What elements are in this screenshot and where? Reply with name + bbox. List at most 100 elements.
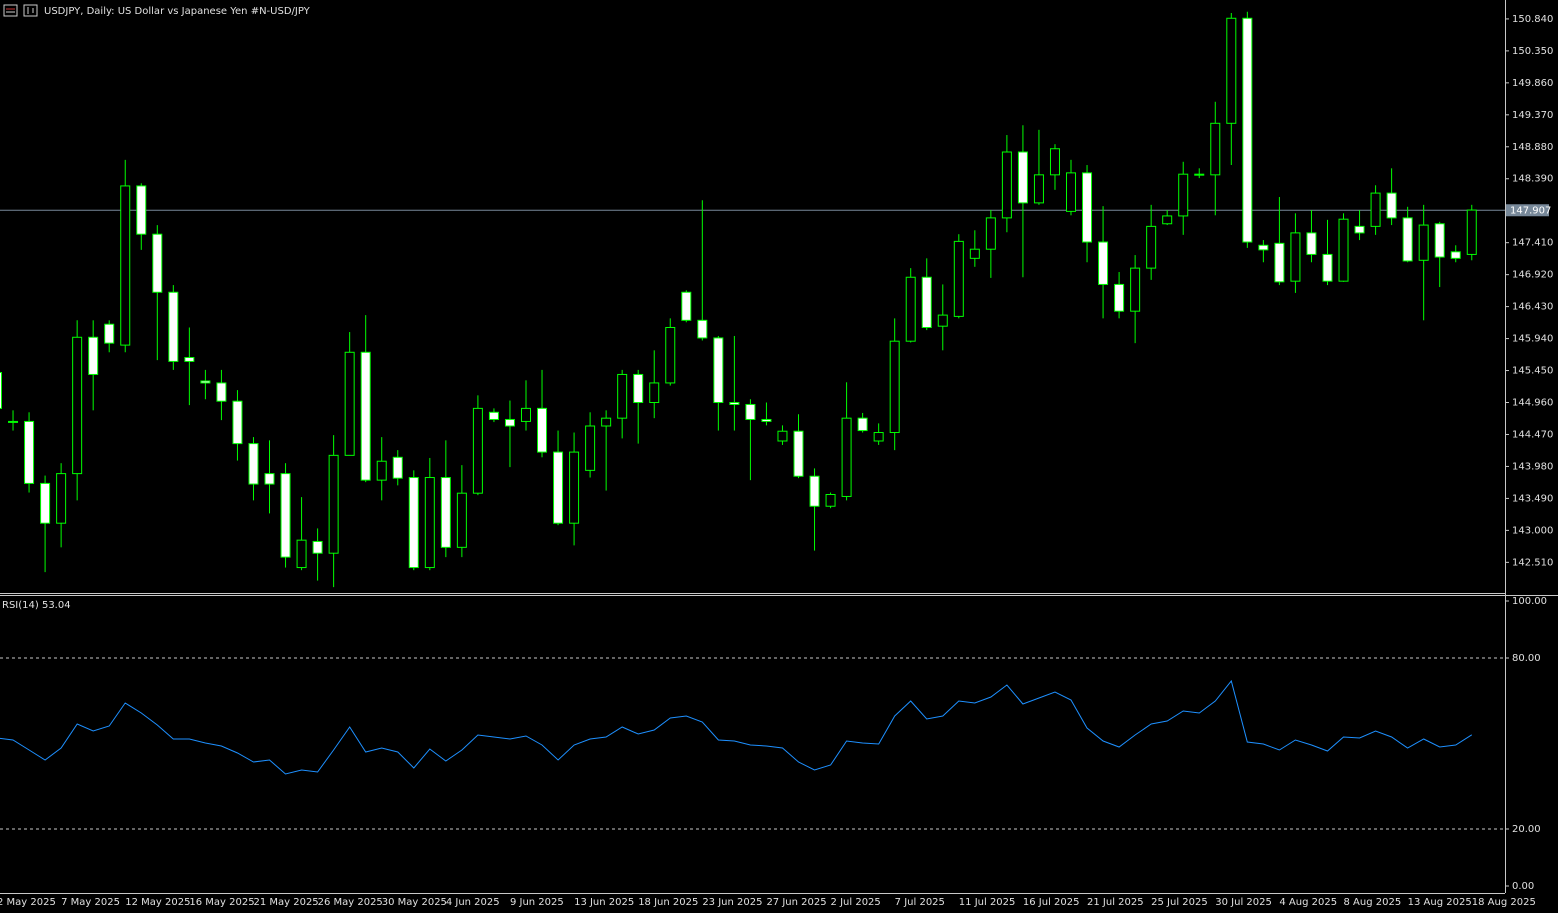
candle-body bbox=[793, 430, 804, 477]
x-tick-label: 13 Aug 2025 bbox=[1408, 897, 1472, 908]
x-tick-label: 7 May 2025 bbox=[61, 897, 120, 908]
candle-body bbox=[488, 411, 499, 420]
candle-body bbox=[200, 380, 211, 384]
candle-body bbox=[809, 475, 820, 507]
x-tick-label: 16 Jul 2025 bbox=[1023, 897, 1080, 908]
x-tick-label: 4 Jun 2025 bbox=[446, 897, 500, 908]
candle-body bbox=[1306, 232, 1317, 255]
candle-body bbox=[1242, 17, 1253, 243]
candle-body bbox=[985, 217, 996, 250]
x-tick-label: 23 Jun 2025 bbox=[702, 897, 762, 908]
candle-body bbox=[40, 482, 51, 524]
candle-body bbox=[969, 248, 980, 259]
y-tick-label: 147.410 bbox=[1512, 238, 1553, 249]
candle-body bbox=[344, 351, 355, 456]
candle-body bbox=[665, 326, 676, 384]
x-tick-label: 4 Aug 2025 bbox=[1279, 897, 1337, 908]
candle-body bbox=[761, 418, 772, 422]
x-tick-label: 9 Jun 2025 bbox=[510, 897, 564, 908]
candle-body bbox=[0, 372, 2, 409]
candle-body bbox=[472, 407, 483, 494]
candle-body bbox=[1082, 172, 1093, 243]
y-tick-label: 144.470 bbox=[1512, 429, 1553, 440]
candle-body bbox=[376, 460, 387, 481]
candle-body bbox=[264, 473, 275, 485]
y-tick-label: 149.860 bbox=[1512, 78, 1553, 89]
y-tick-label: 146.430 bbox=[1512, 302, 1553, 313]
candle-body bbox=[905, 276, 916, 342]
x-tick-label: 16 May 2025 bbox=[189, 897, 254, 908]
y-tick-label: 148.390 bbox=[1512, 174, 1553, 185]
candle-body bbox=[56, 473, 67, 524]
y-tick-label: 145.450 bbox=[1512, 366, 1553, 377]
candle-body bbox=[1098, 241, 1109, 285]
candle-body bbox=[585, 425, 596, 471]
candle-body bbox=[633, 373, 644, 404]
candle-body bbox=[1226, 17, 1237, 124]
icon bbox=[23, 4, 38, 17]
y-tick-label: 150.840 bbox=[1512, 14, 1553, 25]
candle-body bbox=[841, 417, 852, 497]
price-label-box bbox=[1506, 204, 1549, 217]
candle-body bbox=[617, 373, 628, 419]
x-tick-label: 30 Jul 2025 bbox=[1215, 897, 1272, 908]
candle-body bbox=[1162, 215, 1173, 225]
candle-body bbox=[104, 323, 115, 344]
x-tick-label: 26 May 2025 bbox=[318, 897, 383, 908]
y-tick-label: 0.00 bbox=[1512, 881, 1534, 892]
candle-body bbox=[8, 420, 19, 423]
candle-body bbox=[713, 337, 724, 404]
candle-body bbox=[312, 540, 323, 554]
x-tick-label: 21 Jul 2025 bbox=[1087, 897, 1144, 908]
candle-body bbox=[953, 240, 964, 317]
y-tick-label: 142.510 bbox=[1512, 557, 1553, 568]
x-tick-label: 11 Jul 2025 bbox=[959, 897, 1016, 908]
candle-body bbox=[1418, 224, 1429, 261]
candle-body bbox=[1274, 242, 1285, 283]
candle-body bbox=[745, 403, 756, 420]
chart-title: USDJPY, Daily: US Dollar vs Japanese Yen… bbox=[44, 6, 311, 17]
candle-body bbox=[1402, 217, 1413, 262]
candle-body bbox=[1178, 173, 1189, 217]
y-tick-label: 80.00 bbox=[1512, 653, 1541, 664]
x-tick-label: 21 May 2025 bbox=[253, 897, 318, 908]
x-tick-label: 18 Jun 2025 bbox=[638, 897, 698, 908]
candle-body bbox=[649, 382, 660, 404]
candle-body bbox=[392, 456, 403, 479]
y-tick-label: 149.370 bbox=[1512, 110, 1553, 121]
price-label: 147.907 bbox=[1510, 205, 1551, 216]
candle-body bbox=[360, 351, 371, 481]
candle-body bbox=[1146, 225, 1157, 269]
candle-body bbox=[1322, 253, 1333, 282]
candle-body bbox=[184, 356, 195, 362]
y-tick-label: 144.960 bbox=[1512, 398, 1553, 409]
y-tick-label: 146.920 bbox=[1512, 270, 1553, 281]
candle-body bbox=[937, 314, 948, 327]
candle-body bbox=[24, 420, 35, 484]
candle-body bbox=[1434, 223, 1445, 258]
x-tick-label: 7 Jul 2025 bbox=[895, 897, 945, 908]
candle-body bbox=[136, 185, 147, 235]
candle-body bbox=[424, 477, 435, 569]
x-tick-label: 27 Jun 2025 bbox=[766, 897, 826, 908]
candle-body bbox=[280, 473, 291, 558]
candle-body bbox=[873, 432, 884, 442]
rsi-line bbox=[0, 679, 1473, 775]
candle-body bbox=[152, 233, 163, 293]
candle-body bbox=[1210, 122, 1221, 176]
candle-body bbox=[168, 291, 179, 362]
candle-body bbox=[1033, 174, 1044, 204]
candle-body bbox=[1466, 209, 1477, 255]
candle-body bbox=[328, 454, 339, 554]
candle-body bbox=[537, 407, 548, 453]
x-tick-label: 30 May 2025 bbox=[382, 897, 447, 908]
x-tick-label: 2 Jul 2025 bbox=[831, 897, 881, 908]
candle-body bbox=[440, 477, 451, 548]
x-tick-label: 8 Aug 2025 bbox=[1344, 897, 1402, 908]
candle-body bbox=[1354, 225, 1365, 234]
candle-body bbox=[1258, 244, 1269, 251]
candle-body bbox=[120, 185, 131, 346]
candle-body bbox=[553, 451, 564, 524]
